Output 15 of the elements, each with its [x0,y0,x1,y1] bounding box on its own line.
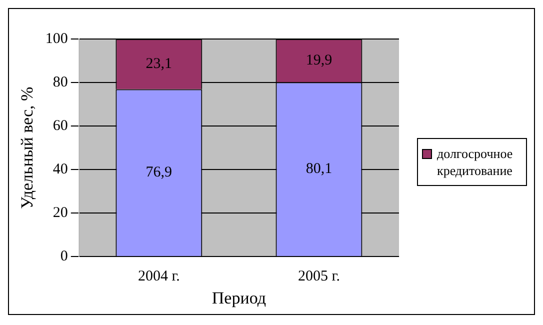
data-label: 23,1 [146,56,172,72]
data-label: 80,1 [306,161,332,178]
data-label: 76,9 [146,164,172,181]
y-tick-label: 80 [52,74,68,90]
y-tick-label: 60 [52,118,68,134]
y-tick-label: 20 [52,205,68,222]
y-tick-label: 100 [45,30,68,47]
y-axis-title: Удельный вес, % [18,86,37,209]
y-tick-label: 40 [52,161,68,178]
x-tick-label: 2004 г. [138,268,180,285]
data-label: 19,9 [306,52,332,69]
x-tick-label: 2005 г. [298,268,340,285]
legend-label: долгосрочное кредитование [437,144,514,178]
x-axis-title: Период [212,288,266,308]
y-tick-label: 0 [60,248,68,265]
